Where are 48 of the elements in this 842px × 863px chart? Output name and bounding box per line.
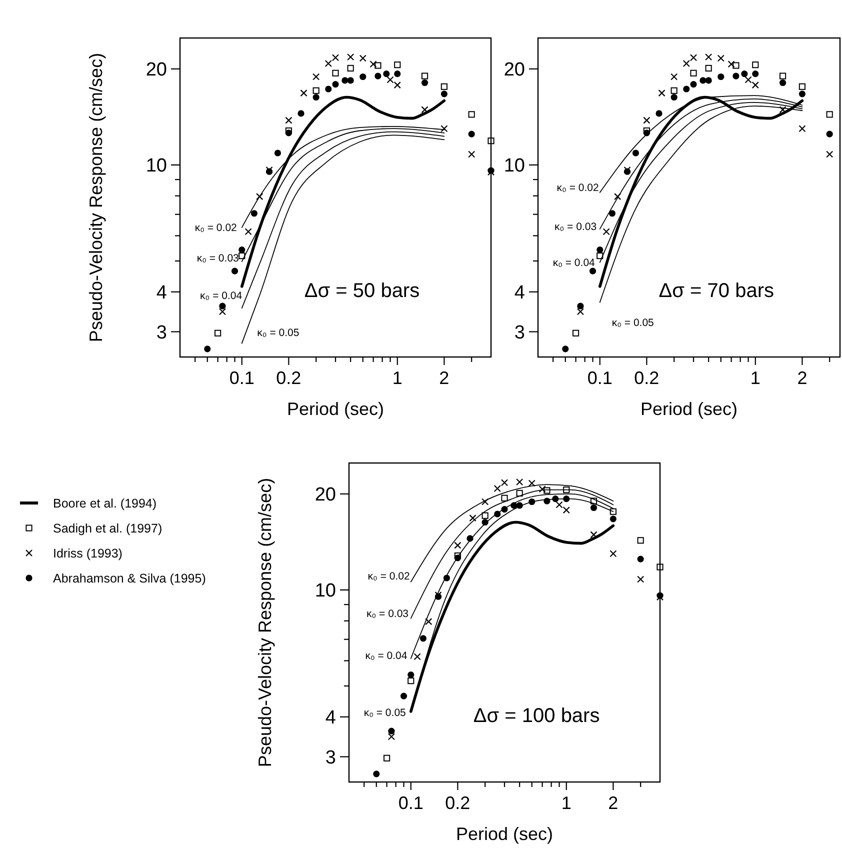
annotation: κ₀ = 0.02 [368,570,410,583]
annotation: κ₀ = 0.03 [366,608,409,620]
y-tick-label: 4 [514,282,526,304]
legend-label: Boore et al. (1994) [53,496,157,510]
x-tick-label: 2 [797,368,808,388]
y-tick-label: 10 [504,156,525,177]
annotation: Δσ = 50 bars [304,280,420,302]
legend-label: Sadigh et al. (1997) [53,521,162,536]
annotation: κ₀ = 0.03 [196,252,240,264]
x-tick-label: 1 [750,368,760,388]
x-tick-label: 0.1 [587,368,612,388]
annotation: κ₀ = 0.05 [612,316,654,329]
annotation: κ₀ = 0.04 [200,290,242,302]
y-tick-label: 4 [156,282,168,304]
annotation: κ₀ = 0.05 [364,706,406,719]
y-tick-label: 3 [514,322,525,344]
x-tick-label: 0.2 [276,368,302,388]
annotation: κ₀ = 0.03 [554,220,597,233]
annotation: κ₀ = 0.02 [556,182,599,194]
y-tick-label: 20 [504,60,525,81]
y-tick-label: 20 [314,484,336,506]
y-axis-title: Pseudo-Velocity Response (cm/sec) [86,52,106,342]
x-axis-title: Period (sec) [640,399,738,419]
annotation: Δσ = 100 bars [473,705,600,728]
y-tick-label: 10 [146,156,167,177]
x-tick-label: 0.1 [398,793,424,813]
y-tick-label: 3 [325,747,336,768]
y-axis-title: Pseudo-Velocity Response (cm/sec) [255,478,275,768]
y-tick-label: 10 [314,580,336,602]
y-tick-label: 3 [156,322,167,344]
annotation: κ₀ = 0.05 [257,327,300,340]
legend-label: Abrahamson & Silva (1995) [53,571,206,586]
x-axis-title: Period (sec) [456,824,554,844]
x-tick-label: 1 [392,368,402,388]
x-tick-label: 0.2 [445,793,470,813]
annotation: κ₀ = 0.04 [365,650,408,662]
x-axis-title: Period (sec) [286,399,384,419]
x-tick-label: 2 [608,793,618,813]
y-tick-label: 20 [146,60,167,81]
y-tick-label: 4 [325,708,336,729]
legend-label: Idriss (1993) [53,546,122,560]
annotation: κ₀ = 0.04 [552,257,596,270]
x-tick-label: 0.2 [634,368,660,388]
x-tick-label: 0.1 [229,368,254,388]
x-tick-label: 2 [439,368,450,388]
annotation: κ₀ = 0.02 [194,222,238,234]
x-tick-label: 1 [561,793,572,813]
annotation: Δσ = 70 bars [658,280,774,302]
